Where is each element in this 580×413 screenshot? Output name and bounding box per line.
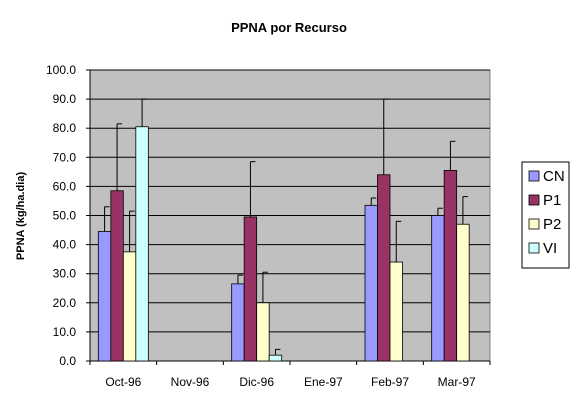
bar-p2 (389, 261, 403, 362)
bar-cn (97, 231, 112, 362)
bar-p1 (110, 190, 124, 362)
x-tick-label: Feb-97 (371, 375, 409, 389)
bar-p1 (243, 216, 258, 362)
legend-swatch-p1 (528, 194, 540, 206)
legend-label-vi: VI (543, 240, 557, 257)
legend-label-p2: P2 (543, 216, 561, 233)
y-tick-label: 30.0 (53, 267, 77, 281)
legend-swatch-cn (528, 170, 540, 182)
bar-vi (135, 126, 149, 362)
y-tick-label: 20.0 (53, 296, 77, 310)
x-tick-label: Mar-97 (438, 375, 476, 389)
bar-p2 (456, 223, 470, 362)
bar-p1 (443, 169, 458, 362)
plot-area: 0.0 10.0 20.0 30.0 40.0 50.0 60.0 70.0 80.0 90.0 1… (46, 63, 491, 389)
y-tick-label: 0.0 (59, 354, 76, 368)
legend-swatch-vi (528, 242, 540, 254)
x-tick-label: Dic-96 (239, 375, 274, 389)
bar-cn (364, 204, 378, 362)
y-tick-label: 80.0 (53, 121, 77, 135)
y-tick-label: 50.0 (53, 209, 77, 223)
x-tick-label: Ene-97 (304, 375, 343, 389)
bar-vi (268, 354, 283, 362)
y-tick-label: 60.0 (53, 179, 77, 193)
x-tick-label: Oct-96 (105, 375, 141, 389)
bar-p1 (377, 174, 391, 362)
legend-label-p1: P1 (543, 192, 561, 209)
legend-label-cn: CN (543, 168, 565, 185)
legend-swatch-p2 (528, 218, 540, 230)
y-tick-label: 10.0 (53, 325, 77, 339)
bar-cn (231, 283, 245, 362)
y-tick-label: 40.0 (53, 238, 77, 252)
y-tick-label: 100.0 (46, 63, 76, 77)
y-tick-label: 90.0 (53, 92, 77, 106)
bar-cn (431, 215, 445, 362)
y-axis-label: PPNA (kg/ha.dia) (15, 172, 27, 261)
y-tick-label: 70.0 (53, 150, 77, 164)
chart-title: PPNA por Recurso (231, 20, 347, 35)
x-tick-label: Nov-96 (171, 375, 210, 389)
bar-p2 (256, 302, 270, 362)
bar-p2 (122, 251, 137, 362)
legend: CN P1 P2 VI (521, 161, 570, 269)
